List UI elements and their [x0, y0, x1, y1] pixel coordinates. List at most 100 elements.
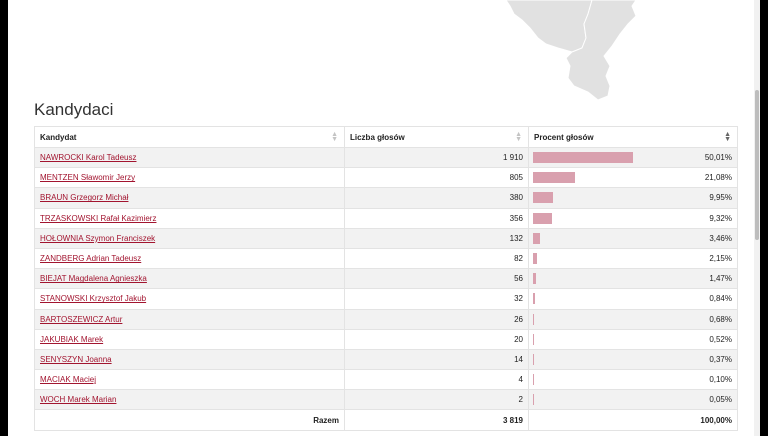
percent-bar-track	[533, 293, 733, 305]
left-frame-border	[0, 0, 8, 436]
candidate-link[interactable]: HOŁOWNIA Szymon Franciszek	[40, 233, 156, 243]
percent-bar	[533, 192, 553, 204]
percent-bar	[533, 333, 535, 345]
votes-cell: 4	[344, 369, 529, 391]
section-title: Kandydaci	[34, 100, 114, 119]
percent-cell: 50,01%	[528, 146, 738, 169]
candidate-cell: MACIAK Maciej	[34, 369, 345, 391]
votes-cell: 805	[344, 167, 529, 189]
candidate-link[interactable]: NAWROCKI Karol Tadeusz	[40, 153, 137, 163]
sort-icon[interactable]: ▲ ▼	[331, 131, 338, 143]
table-row: JAKUBIAK Marek 20 0,52%	[34, 328, 738, 350]
percent-bar	[533, 152, 634, 163]
candidate-link[interactable]: BARTOSZEWICZ Artur	[40, 314, 123, 324]
table-row: WOCH Marek Marian 2 0,05%	[34, 389, 738, 411]
candidate-cell: BARTOSZEWICZ Artur	[34, 308, 345, 330]
votes-cell: 26	[344, 308, 529, 330]
table-row: SENYSZYN Joanna 14 0,37%	[34, 348, 738, 371]
percent-value: 0,05%	[709, 395, 732, 405]
total-percent: 100,00%	[528, 409, 738, 432]
total-votes: 3 819	[344, 409, 529, 432]
percent-value: 0,10%	[709, 375, 732, 385]
scrollbar-thumb[interactable]	[755, 90, 759, 240]
candidate-link[interactable]: WOCH Marek Marian	[40, 395, 117, 405]
votes-cell: 2	[344, 389, 529, 411]
votes-cell: 82	[344, 247, 529, 270]
percent-bar	[533, 212, 552, 224]
percent-value: 2,15%	[709, 254, 732, 264]
column-header-votes[interactable]: Liczba głosów ▲ ▼	[344, 126, 529, 148]
percent-cell: 1,47%	[528, 268, 738, 290]
percent-cell: 0,84%	[528, 288, 738, 310]
table-row: NAWROCKI Karol Tadeusz 1 910 50,01%	[34, 146, 738, 169]
percent-value: 0,52%	[709, 334, 732, 344]
candidate-cell: WOCH Marek Marian	[34, 389, 345, 411]
percent-bar-track	[533, 333, 733, 345]
votes-cell: 1 910	[344, 146, 529, 169]
percent-bar	[533, 313, 535, 325]
percent-cell: 2,15%	[528, 247, 738, 270]
total-label: Razem	[34, 409, 345, 432]
percent-bar	[533, 172, 576, 184]
column-header-votes-label: Liczba głosów	[350, 132, 405, 142]
percent-cell: 0,52%	[528, 328, 738, 350]
percent-bar-track	[533, 313, 733, 325]
column-header-candidate-label: Kandydat	[40, 132, 77, 142]
candidate-cell: NAWROCKI Karol Tadeusz	[34, 146, 345, 169]
percent-bar-track	[533, 152, 733, 163]
map-region-west	[505, 0, 593, 53]
sort-desc-icon[interactable]: ▲ ▼	[724, 131, 731, 143]
percent-value: 0,68%	[709, 314, 732, 324]
column-header-candidate[interactable]: Kandydat ▲ ▼	[34, 126, 345, 148]
candidate-cell: MENTZEN Sławomir Jerzy	[34, 167, 345, 189]
percent-cell: 0,10%	[528, 369, 738, 391]
table-row: STANOWSKI Krzysztof Jakub 32 0,84%	[34, 288, 738, 310]
percent-bar	[533, 273, 536, 285]
percent-bar	[533, 353, 534, 365]
percent-bar-track	[533, 172, 733, 184]
percent-value: 1,47%	[709, 274, 732, 284]
votes-cell: 32	[344, 288, 529, 310]
percent-bar-track	[533, 394, 733, 406]
candidate-link[interactable]: BRAUN Grzegorz Michał	[40, 193, 129, 203]
candidate-link[interactable]: TRZASKOWSKI Rafał Kazimierz	[40, 213, 157, 223]
candidate-link[interactable]: MACIAK Maciej	[40, 375, 97, 385]
percent-cell: 0,68%	[528, 308, 738, 330]
percent-value: 21,08%	[704, 173, 732, 183]
candidate-link[interactable]: STANOWSKI Krzysztof Jakub	[40, 294, 147, 304]
votes-cell: 132	[344, 227, 529, 249]
table-row: BRAUN Grzegorz Michał 380 9,95%	[34, 187, 738, 209]
candidate-cell: SENYSZYN Joanna	[34, 348, 345, 371]
percent-bar	[533, 252, 538, 264]
percent-cell: 3,46%	[528, 227, 738, 249]
percent-value: 0,37%	[709, 354, 732, 364]
column-header-percent-label: Procent głosów	[534, 132, 594, 142]
percent-value: 50,01%	[704, 153, 732, 163]
sort-icon[interactable]: ▲ ▼	[515, 131, 522, 143]
candidate-link[interactable]: JAKUBIAK Marek	[40, 334, 104, 344]
percent-bar	[533, 293, 535, 305]
table-row: MACIAK Maciej 4 0,10%	[34, 369, 738, 391]
percent-bar-track	[533, 273, 733, 285]
percent-bar-track	[533, 232, 733, 244]
percent-value: 9,95%	[709, 193, 732, 203]
candidate-link[interactable]: SENYSZYN Joanna	[40, 354, 112, 364]
candidate-link[interactable]: BIEJAT Magdalena Agnieszka	[40, 274, 147, 284]
candidate-cell: HOŁOWNIA Szymon Franciszek	[34, 227, 345, 249]
candidate-cell: BIEJAT Magdalena Agnieszka	[34, 268, 345, 290]
votes-cell: 14	[344, 348, 529, 371]
candidate-link[interactable]: ZANDBERG Adrian Tadeusz	[40, 254, 142, 264]
right-frame-border	[760, 0, 768, 436]
candidate-link[interactable]: MENTZEN Sławomir Jerzy	[40, 173, 136, 183]
candidate-cell: BRAUN Grzegorz Michał	[34, 187, 345, 209]
percent-cell: 21,08%	[528, 167, 738, 189]
results-table: Kandydat ▲ ▼ Liczba głosów ▲ ▼ Procent gło…	[34, 126, 738, 432]
column-header-percent[interactable]: Procent głosów ▲ ▼	[528, 126, 738, 148]
percent-bar-track	[533, 374, 733, 386]
percent-value: 9,32%	[709, 213, 732, 223]
candidate-cell: JAKUBIAK Marek	[34, 328, 345, 350]
table-row: TRZASKOWSKI Rafał Kazimierz 356 9,32%	[34, 207, 738, 229]
percent-cell: 0,37%	[528, 348, 738, 371]
percent-cell: 9,32%	[528, 207, 738, 229]
percent-value: 0,84%	[709, 294, 732, 304]
